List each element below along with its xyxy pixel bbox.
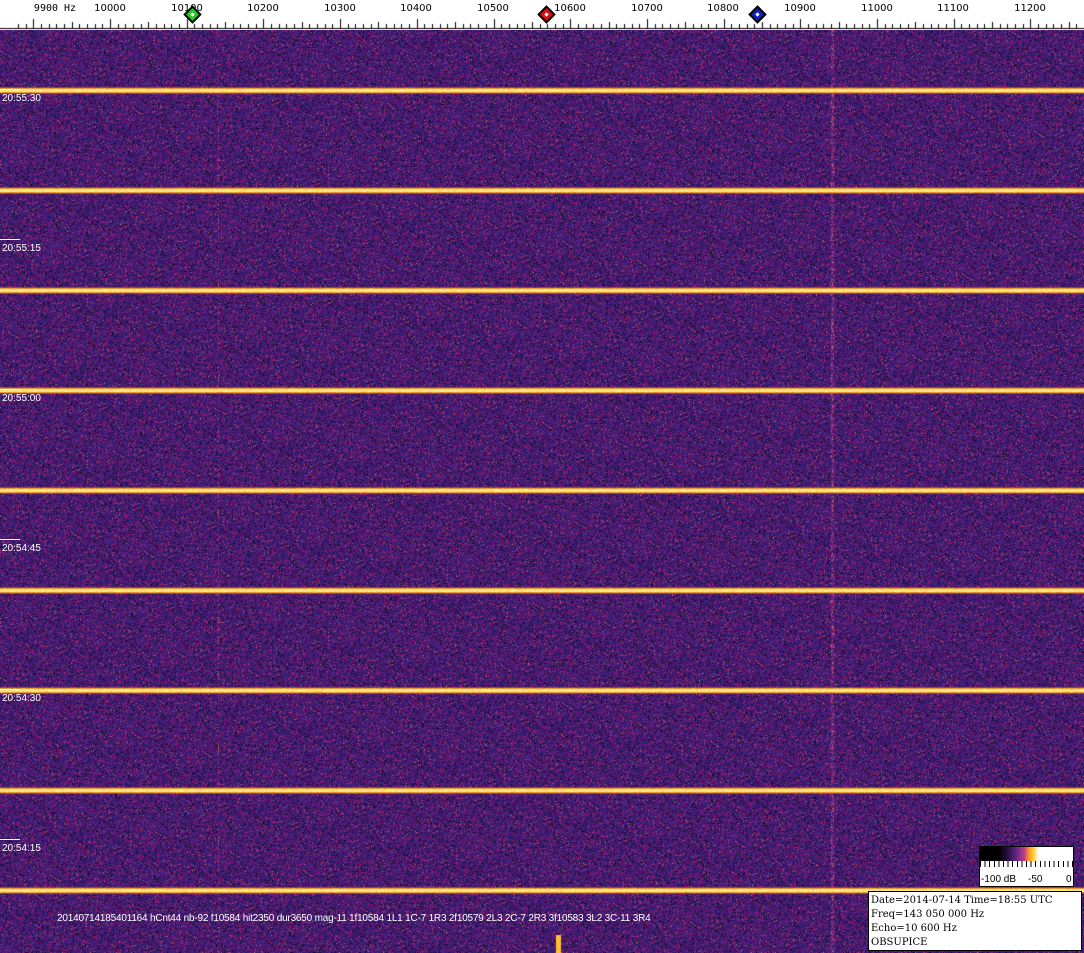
- date-time-text: Date=2014-07-14 Time=18:55 UTC: [871, 895, 1053, 906]
- color-scale-mid: -50: [1028, 874, 1043, 885]
- color-gradient: [980, 847, 1073, 861]
- time-label: 20:54:30: [0, 689, 41, 704]
- time-label: 20:55:15: [0, 239, 41, 254]
- frequency-label: 10900: [784, 3, 816, 14]
- time-label: 20:55:00: [0, 389, 41, 404]
- frequency-text: Freq=143 050 000 Hz: [871, 909, 985, 920]
- station-text: OBSUPICE: [871, 937, 928, 948]
- frequency-label: 10200: [247, 3, 279, 14]
- time-label: 20:55:30: [0, 89, 41, 104]
- frequency-label: 11000: [861, 3, 893, 14]
- waterfall-display[interactable]: [0, 30, 1084, 953]
- color-scale-min: -100 dB: [981, 874, 1017, 885]
- frequency-label: 10800: [707, 3, 739, 14]
- frequency-label: 10400: [400, 3, 432, 14]
- color-scale: -100 dB -50 0: [979, 846, 1074, 887]
- frequency-label: 10000: [94, 3, 126, 14]
- frequency-unit-label: 9900 Hz: [33, 3, 77, 14]
- frequency-label: 10300: [324, 3, 356, 14]
- frequency-label: 10500: [477, 3, 509, 14]
- frequency-axis[interactable]: 9900 Hz 10000 10100 10200 10300 10400 10…: [0, 0, 1084, 30]
- info-box: Date=2014-07-14 Time=18:55 UTC Freq=143 …: [868, 891, 1082, 951]
- color-scale-max: 0: [1066, 874, 1072, 885]
- echo-text: Echo=10 600 Hz: [871, 923, 957, 934]
- time-label: 20:54:15: [0, 839, 41, 854]
- frequency-label: 11100: [937, 3, 969, 14]
- time-label: 20:54:45: [0, 539, 41, 554]
- color-scale-ticks: [980, 861, 1073, 867]
- detection-info-text: 20140714185401164 hCnt44 nb-92 f10584 hi…: [57, 913, 651, 924]
- frequency-label: 10100: [171, 3, 203, 14]
- frequency-label: 10600: [554, 3, 586, 14]
- frequency-label: 10700: [631, 3, 663, 14]
- frequency-label: 11200: [1014, 3, 1046, 14]
